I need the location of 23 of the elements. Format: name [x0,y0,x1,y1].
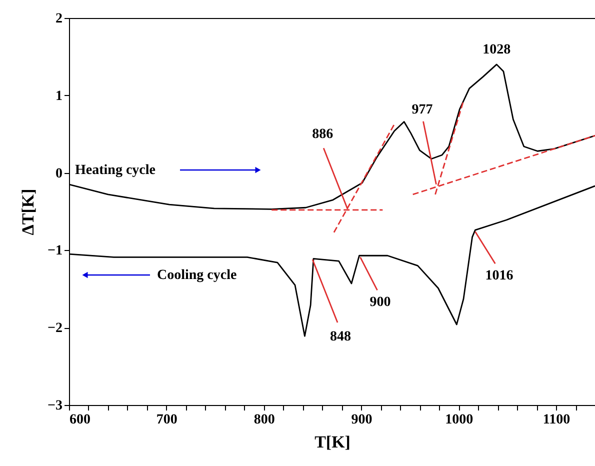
y-tick-label: −3 [48,398,62,414]
series-label: Cooling cycle [157,268,237,283]
annotation: 886 [312,127,334,142]
y-tick-label: 0 [56,166,62,182]
annotation: 848 [330,329,352,344]
y-tick-label: −2 [48,321,62,336]
y-axis-title: ΔT[K] [18,188,38,236]
x-tick-label: 900 [351,412,372,428]
y-tick-label: −1 [48,244,62,259]
y-tick-label: 2 [56,12,62,26]
legend-label: Heating cycle [75,163,156,178]
annotation: 1028 [482,42,511,58]
x-tick-label: 600 [70,412,90,428]
annotation: 977 [412,102,433,118]
x-axis-title: T[K] [314,432,350,452]
y-tick-label: 1 [56,88,62,104]
line-series [69,64,595,210]
annotation: 1016 [485,268,514,284]
x-tick-label: 800 [254,412,275,428]
annotation: 900 [370,295,391,310]
x-tick-label: 1000 [445,412,474,428]
x-tick-label: 1100 [542,412,570,428]
x-tick-label: 700 [156,412,178,428]
